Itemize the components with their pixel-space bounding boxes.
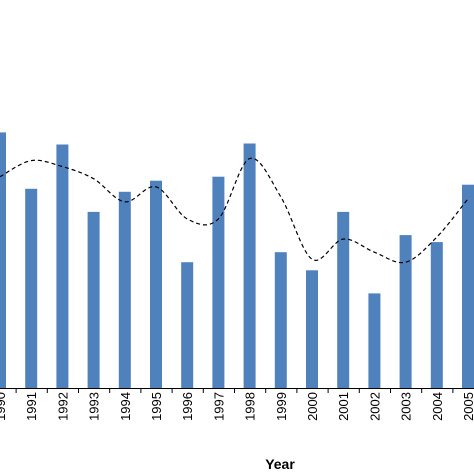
bar-1992 (56, 144, 69, 388)
x-tick-label: 1999 (274, 392, 289, 421)
bar-1996 (181, 262, 194, 388)
bar-2004 (430, 242, 443, 388)
x-tick-label: 2005 (461, 392, 474, 421)
x-tick-label: 1994 (118, 392, 133, 421)
x-tick-label: 2001 (336, 392, 351, 421)
x-axis-title: Year (265, 456, 295, 472)
bar-2003 (399, 235, 412, 388)
x-tick-label: 1991 (24, 392, 39, 421)
x-tick-label: 1992 (55, 392, 70, 421)
bar-2001 (337, 211, 350, 388)
bar-2005 (462, 184, 474, 388)
bar-1994 (118, 191, 131, 388)
x-tick-label: 1998 (243, 392, 258, 421)
bar-1993 (87, 211, 100, 388)
bar-series (0, 132, 474, 388)
x-tick-label: 1990 (0, 392, 8, 421)
bar-1995 (150, 180, 162, 388)
trend-line (0, 157, 469, 264)
x-tick-label: 2000 (305, 392, 320, 421)
bar-1990 (0, 132, 6, 388)
x-tick-label: 1993 (87, 392, 102, 421)
bar-1998 (243, 143, 256, 388)
x-axis-ticks (15, 388, 454, 393)
x-tick-label: 1996 (180, 392, 195, 421)
x-tick-label: 1997 (211, 392, 226, 421)
bar-2000 (306, 270, 318, 388)
x-tick-label: 1995 (149, 392, 164, 421)
bar-2002 (368, 293, 381, 388)
bar-1991 (25, 188, 38, 388)
x-tick-label: 2004 (430, 392, 445, 421)
x-tick-label: 2002 (367, 392, 382, 421)
bar-1997 (212, 176, 225, 388)
bar-1999 (274, 252, 287, 388)
x-axis-tick-labels: 1990 1991 1992 1993 1994 1995 1996 1997 1998 1999… (0, 392, 474, 421)
x-tick-label: 2003 (399, 392, 414, 421)
trend-series (0, 157, 469, 264)
